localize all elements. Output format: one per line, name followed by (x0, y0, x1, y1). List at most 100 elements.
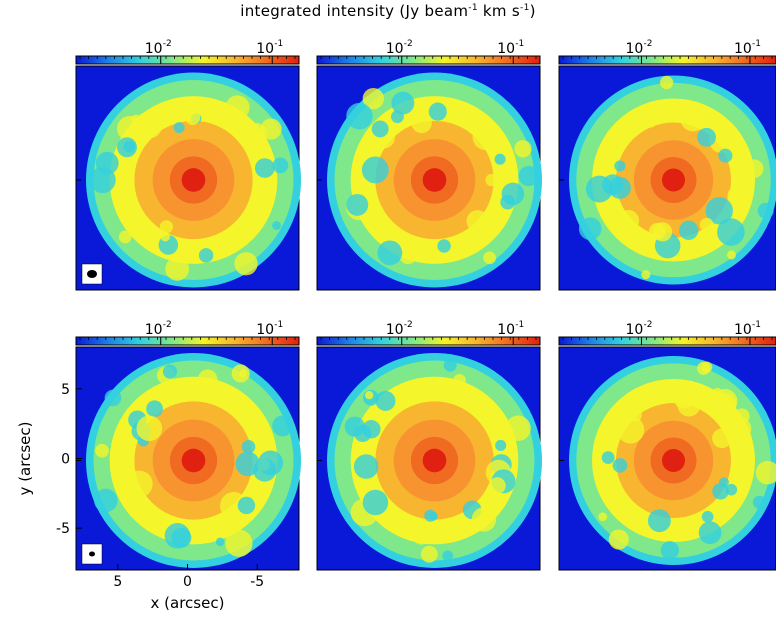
intensity-patch (488, 477, 506, 495)
intensity-level (422, 448, 447, 473)
intensity-patch (272, 157, 289, 174)
intensity-patch (617, 209, 640, 232)
intensity-patch (757, 202, 774, 219)
intensity-patch (165, 257, 190, 281)
panel-top-right: 10 -2 10 -1 (558, 39, 776, 291)
intensity-patch (173, 122, 185, 134)
intensity-patch (447, 388, 459, 401)
colorbar-tick-label: 10 (145, 41, 163, 57)
intensity-patch (146, 400, 163, 418)
intensity-patch (371, 120, 389, 138)
intensity-patch (118, 230, 132, 244)
colorbar-tick-exponent: -1 (515, 320, 524, 330)
intensity-patch (346, 102, 373, 130)
intensity-patch (237, 496, 256, 515)
intensity-patch (604, 482, 624, 502)
colorbar-tick-exponent: -2 (404, 320, 413, 330)
intensity-level (662, 168, 685, 192)
intensity-patch (697, 127, 716, 147)
intensity-patch (727, 185, 749, 207)
intensity-patch (514, 140, 532, 158)
panel-bottom-left: 10 -2 10 -1 (75, 320, 301, 571)
colorbar-tick-label: 10 (734, 41, 752, 57)
intensity-patch (472, 123, 500, 151)
intensity-patch (214, 237, 224, 247)
intensity-patch (95, 151, 119, 175)
colorbar-tick-exponent: -2 (643, 39, 652, 49)
intensity-level (662, 449, 685, 472)
intensity-patch (254, 158, 275, 178)
colorbar-tick-exponent: -1 (752, 320, 761, 330)
intensity-patch (239, 369, 248, 378)
colorbar (75, 55, 300, 65)
intensity-patch (225, 95, 250, 120)
intensity-patch (616, 416, 645, 444)
intensity-patch (215, 537, 225, 547)
intensity-patch (458, 232, 471, 245)
intensity-patch (365, 391, 374, 400)
intensity-patch (483, 251, 496, 265)
colorbar-tick-exponent: -2 (163, 39, 172, 49)
colorbar-tick-label: 10 (256, 322, 274, 338)
colorbar-tick-label: 10 (256, 41, 274, 57)
intensity-patch (398, 245, 418, 265)
colorbar (558, 336, 776, 346)
intensity-patch (353, 454, 379, 479)
intensity-patch (494, 153, 506, 165)
intensity-patch (272, 221, 282, 231)
intensity-patch (225, 529, 253, 557)
intensity-patch (672, 385, 696, 409)
colorbar (316, 336, 541, 346)
intensity-patch (718, 148, 733, 163)
intensity-patch (424, 509, 437, 522)
intensity-patch (159, 220, 174, 234)
intensity-patch (505, 415, 531, 441)
intensity-patch (197, 369, 218, 390)
intensity-patch (160, 232, 170, 242)
y-axis-label: y (arcsec) (16, 422, 34, 496)
intensity-level (181, 168, 206, 192)
intensity-patch (362, 87, 384, 110)
colorbar-tick-exponent: -1 (752, 39, 761, 49)
intensity-patch (660, 75, 674, 90)
x-tick-label: 5 (113, 574, 122, 590)
intensity-patch (726, 250, 736, 260)
intensity-patch (442, 550, 454, 562)
intensity-patch (104, 389, 122, 407)
intensity-patch (698, 521, 722, 545)
intensity-patch (241, 439, 256, 454)
title-sup2: -1 (520, 3, 530, 13)
intensity-patch (601, 451, 615, 465)
intensity-patch (361, 156, 389, 184)
x-tick-label: 0 (183, 574, 192, 590)
intensity-patch (598, 512, 608, 522)
intensity-patch (428, 102, 447, 121)
colorbar-tick-label: 10 (625, 322, 643, 338)
intensity-patch (412, 526, 431, 545)
colorbar (316, 55, 541, 65)
intensity-patch (680, 105, 707, 132)
intensity-patch (755, 460, 776, 485)
colorbar-tick-label: 10 (386, 322, 404, 338)
intensity-patch (136, 415, 163, 442)
intensity-patch (495, 439, 507, 451)
intensity-patch (717, 218, 745, 246)
intensity-patch (725, 130, 738, 143)
intensity-patch (629, 408, 642, 422)
intensity-patch (125, 470, 153, 498)
intensity-patch (95, 443, 109, 458)
colorbar-tick-exponent: -2 (643, 320, 652, 330)
intensity-patch (725, 483, 738, 496)
colorbar-tick-exponent: -1 (274, 320, 283, 330)
y-tick-label: -5 (56, 521, 70, 537)
intensity-patch (452, 373, 466, 387)
intensity-patch (501, 182, 525, 206)
intensity-patch (705, 197, 733, 225)
intensity-patch (377, 240, 403, 266)
intensity-patch (362, 489, 389, 516)
intensity-patch (94, 488, 118, 513)
intensity-patch (131, 114, 141, 124)
intensity-patch (641, 270, 651, 280)
